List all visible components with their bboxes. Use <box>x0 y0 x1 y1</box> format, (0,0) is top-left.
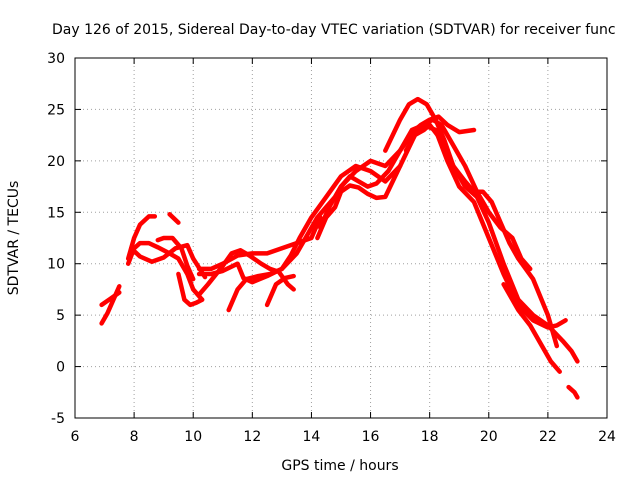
x-tick-label: 10 <box>184 429 202 445</box>
series-track-15 <box>318 122 568 330</box>
y-tick-label: 0 <box>56 360 65 376</box>
y-tick-label: 20 <box>47 154 65 170</box>
series-track-2 <box>99 290 122 308</box>
axis-ticks <box>74 57 608 419</box>
series-track-18 <box>501 282 562 374</box>
series-track-17 <box>403 117 533 272</box>
grid-lines <box>75 58 607 418</box>
x-tick-label: 8 <box>130 429 139 445</box>
y-axis-label: SDTVAR / TECUs <box>6 181 22 296</box>
series-track-12 <box>226 114 477 313</box>
series-track-14 <box>315 122 580 364</box>
plot-frame <box>74 57 608 419</box>
series-track-13 <box>264 273 296 308</box>
series-track-8 <box>176 271 205 308</box>
series-track-4 <box>125 214 158 261</box>
series-track-16 <box>383 96 560 349</box>
x-axis-label: GPS time / hours <box>281 458 398 474</box>
series-track-7 <box>155 235 196 282</box>
x-tick-labels: 6 8 10 12 14 16 18 20 22 24 <box>71 429 616 445</box>
x-tick-label: 20 <box>480 429 498 445</box>
y-tick-label: -5 <box>51 411 65 427</box>
x-tick-label: 16 <box>362 429 380 445</box>
y-tick-label: 25 <box>47 102 65 118</box>
y-tick-label: 15 <box>47 205 65 221</box>
series-track-5 <box>167 212 181 225</box>
x-tick-label: 6 <box>71 429 80 445</box>
series-track-19 <box>566 384 580 400</box>
chart-title: Day 126 of 2015, Sidereal Day-to-day VTE… <box>52 22 616 38</box>
x-tick-label: 18 <box>421 429 439 445</box>
x-tick-label: 22 <box>539 429 557 445</box>
y-tick-label: 10 <box>47 257 65 273</box>
y-tick-label: 30 <box>47 51 65 67</box>
y-tick-label: 5 <box>56 308 65 324</box>
x-tick-label: 14 <box>303 429 321 445</box>
data-series <box>99 96 580 400</box>
y-tick-labels: -5 0 5 10 15 20 25 30 <box>47 51 65 427</box>
x-tick-label: 24 <box>598 429 616 445</box>
series-track-6 <box>128 242 208 280</box>
series-track-3 <box>125 240 205 302</box>
x-tick-label: 12 <box>243 429 261 445</box>
